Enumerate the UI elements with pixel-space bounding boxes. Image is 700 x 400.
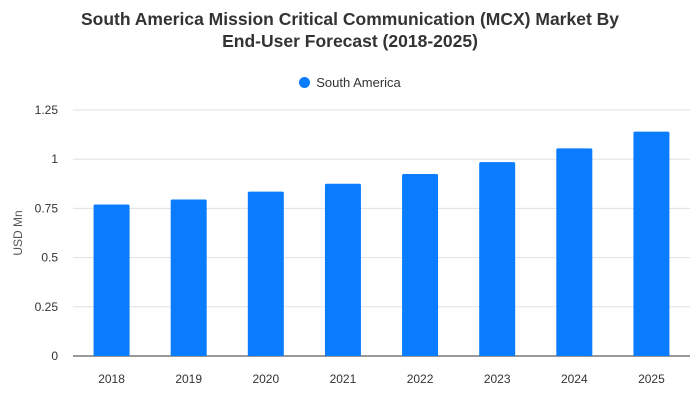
bar [402, 173, 439, 356]
x-tick-label: 2023 [484, 372, 511, 386]
y-tick-label: 0.25 [35, 300, 59, 314]
bar [633, 131, 670, 356]
y-axis-label: USD Mn [11, 210, 25, 255]
y-tick-label: 0 [51, 349, 58, 363]
y-tick-label: 0.75 [35, 201, 59, 215]
chart-title: South America Mission Critical Communica… [0, 8, 700, 52]
legend-label: South America [316, 75, 401, 90]
chart-title-line-1: South America Mission Critical Communica… [80, 9, 620, 29]
x-tick-label: 2019 [175, 372, 202, 386]
bar [556, 148, 593, 356]
x-tick-label: 2020 [252, 372, 279, 386]
chart-title-line-2: End-User Forecast (2018-2025) [222, 31, 478, 51]
x-tick-label: 2021 [330, 372, 357, 386]
chart-legend: South America [0, 75, 700, 90]
y-tick-label: 1 [51, 152, 58, 166]
x-tick-label: 2018 [98, 372, 125, 386]
legend-marker-icon [299, 77, 311, 88]
x-tick-label: 2025 [638, 372, 665, 386]
bar [479, 162, 516, 356]
y-tick-label: 1.25 [35, 103, 59, 117]
bar [247, 191, 284, 356]
x-tick-label: 2024 [561, 372, 588, 386]
bar [170, 199, 207, 356]
x-tick-label: 2022 [407, 372, 434, 386]
bar [93, 204, 130, 356]
bar [324, 183, 361, 356]
y-tick-label: 0.5 [41, 251, 58, 265]
